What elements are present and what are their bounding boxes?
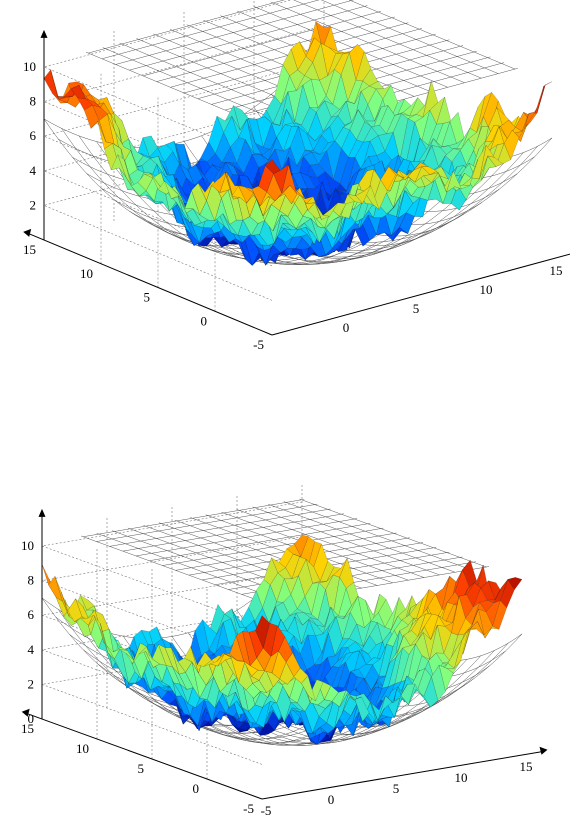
y-axis-arrow	[21, 708, 30, 717]
mesh-line	[129, 5, 368, 71]
grid-line	[43, 25, 325, 197]
x-axis-line	[261, 751, 542, 800]
surface-cell	[536, 81, 553, 114]
mesh-line	[293, 0, 482, 79]
z-tick-label: 8	[28, 573, 35, 588]
x-tick-label: -5	[261, 803, 272, 818]
x-tick-label: 0	[328, 792, 335, 807]
x-tick-label: 10	[455, 770, 468, 785]
y-axis-arrow	[23, 228, 32, 237]
mesh-line	[149, 523, 371, 561]
mesh-line	[162, 527, 384, 566]
grid-line	[40, 570, 303, 696]
surface-plot-bottom: 0 2 4 6 8 10 -5 0 5 10 15 15 10 5 0 -5	[0, 462, 570, 821]
grid-line	[43, 0, 292, 163]
z-axis-arrow	[38, 508, 46, 517]
y-axis-line	[28, 233, 273, 336]
mesh-line	[348, 0, 516, 70]
z-axis-arrow	[40, 29, 48, 38]
x-axis-arrow	[539, 746, 548, 755]
mesh-line	[80, 535, 269, 605]
grid-line	[40, 536, 303, 661]
axes	[21, 508, 548, 800]
y-tick-label: 5	[138, 761, 145, 776]
surface-plot-top: 2 4 6 8 10 0 5 10 15 15 10 5 0 -5	[0, 0, 570, 360]
x-axis-line	[271, 253, 570, 336]
colored-surface	[43, 21, 553, 266]
surface-cell	[255, 615, 270, 649]
surface-cell	[265, 159, 281, 174]
x-tick-label: 5	[393, 781, 400, 796]
tick-labels: 0 2 4 6 8 10 -5 0 5 10 15 15 10 5 0 -5	[21, 538, 533, 818]
x-tick-label: 5	[413, 301, 420, 316]
y-tick-label: 15	[23, 242, 36, 257]
colored-surface	[41, 534, 523, 745]
y-tick-label: -5	[243, 801, 254, 816]
mesh-line	[283, 501, 471, 570]
x-tick-label: 15	[550, 263, 563, 278]
mesh-line	[96, 533, 284, 602]
mesh-line	[253, 6, 448, 88]
grid-line	[43, 59, 325, 232]
z-tick-label: 10	[21, 538, 34, 553]
mesh-line	[115, 0, 354, 65]
mesh-line	[320, 0, 499, 74]
z-tick-label: 10	[23, 59, 36, 74]
y-tick-label: 15	[21, 721, 34, 736]
mesh-line	[88, 0, 285, 54]
mesh-line	[268, 504, 456, 573]
z-tick-label: 6	[28, 607, 35, 622]
x-tick-label: 0	[343, 320, 350, 335]
grid-line	[40, 501, 303, 627]
mesh-line	[236, 509, 425, 578]
z-tick-label: 2	[30, 197, 37, 212]
y-tick-label: 0	[201, 313, 208, 328]
mesh-line	[299, 498, 487, 568]
mesh-line	[135, 518, 358, 557]
surface-cell	[528, 86, 544, 114]
y-tick-label: -5	[253, 337, 264, 352]
mesh-line	[270, 1, 465, 83]
axes	[23, 29, 570, 336]
z-tick-label: 0	[28, 711, 35, 726]
mesh-line	[156, 16, 395, 82]
mesh-line	[109, 508, 331, 547]
x-tick-label: 10	[480, 282, 493, 297]
mesh-line	[252, 506, 440, 576]
mesh-line	[96, 503, 318, 542]
z-tick-label: 4	[30, 163, 37, 178]
z-tick-label: 2	[28, 676, 35, 691]
x-tick-label: 15	[520, 759, 533, 774]
surface-plot-bottom-canvas: 0 2 4 6 8 10 -5 0 5 10 15 15 10 5 0 -5	[21, 484, 548, 818]
mesh-line	[142, 11, 382, 77]
y-tick-label: 5	[144, 290, 151, 305]
y-tick-label: 10	[80, 266, 93, 281]
surface-cell	[43, 69, 60, 100]
z-tick-label: 6	[30, 128, 37, 143]
z-tick-label: 4	[28, 642, 35, 657]
y-axis-line	[27, 713, 263, 800]
tick-labels: 2 4 6 8 10 0 5 10 15 15 10 5 0 -5	[23, 59, 563, 352]
surface-cell	[48, 576, 63, 602]
surface-plot-top-canvas: 2 4 6 8 10 0 5 10 15 15 10 5 0 -5	[23, 0, 570, 352]
z-tick-label: 8	[30, 94, 37, 109]
y-tick-label: 0	[193, 781, 200, 796]
mesh-line	[122, 513, 344, 552]
mesh-line	[101, 0, 320, 60]
mesh-line	[83, 499, 305, 537]
y-tick-label: 10	[76, 741, 89, 756]
